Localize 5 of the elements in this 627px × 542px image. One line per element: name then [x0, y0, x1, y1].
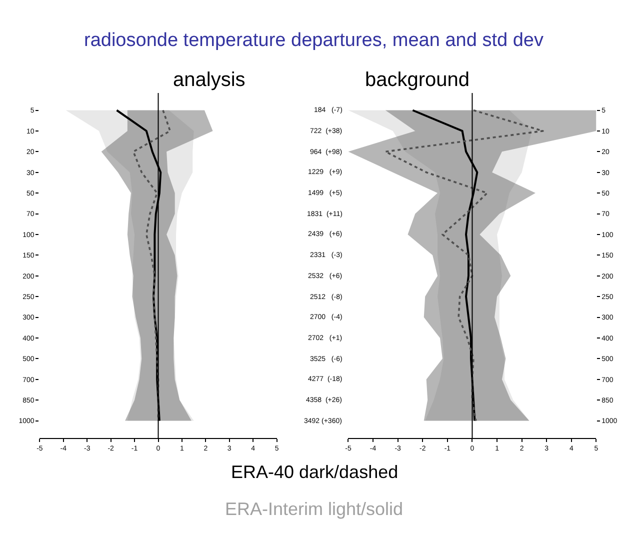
- text: ERA-40 dark/dashed: [231, 462, 398, 482]
- chart-subtitle: background: [365, 69, 470, 91]
- chart-title: radiosonde temperature departures, mean and std dev: [84, 30, 544, 51]
- chart-subtitle: analysis: [173, 69, 246, 91]
- text: ERA-Interim light/solid: [225, 499, 404, 519]
